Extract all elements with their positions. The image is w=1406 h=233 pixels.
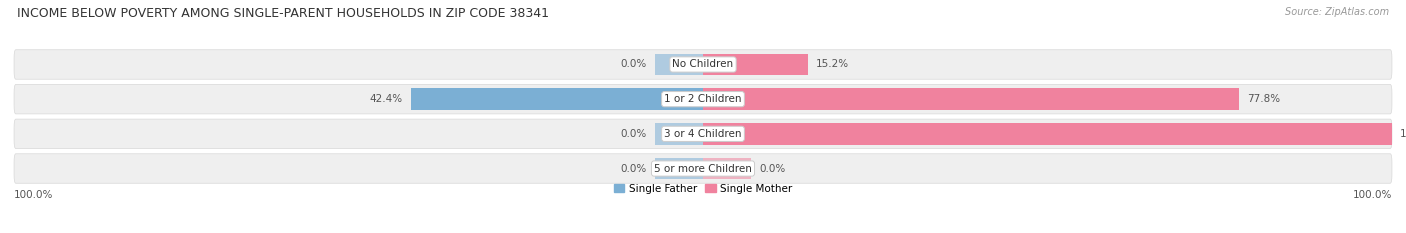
Text: 0.0%: 0.0% xyxy=(620,164,647,174)
Text: 100.0%: 100.0% xyxy=(1400,129,1406,139)
Text: No Children: No Children xyxy=(672,59,734,69)
Text: 0.0%: 0.0% xyxy=(620,129,647,139)
Text: 3 or 4 Children: 3 or 4 Children xyxy=(664,129,742,139)
Bar xyxy=(703,123,1392,145)
Bar xyxy=(655,158,703,179)
Text: 0.0%: 0.0% xyxy=(620,59,647,69)
Text: Source: ZipAtlas.com: Source: ZipAtlas.com xyxy=(1285,7,1389,17)
Text: 100.0%: 100.0% xyxy=(14,190,53,200)
FancyBboxPatch shape xyxy=(14,119,1392,149)
FancyBboxPatch shape xyxy=(14,84,1392,114)
Bar xyxy=(655,123,703,145)
Text: 15.2%: 15.2% xyxy=(815,59,849,69)
FancyBboxPatch shape xyxy=(14,154,1392,183)
Bar xyxy=(703,54,807,75)
Bar xyxy=(703,88,1239,110)
Text: INCOME BELOW POVERTY AMONG SINGLE-PARENT HOUSEHOLDS IN ZIP CODE 38341: INCOME BELOW POVERTY AMONG SINGLE-PARENT… xyxy=(17,7,548,20)
Bar xyxy=(655,54,703,75)
Text: 42.4%: 42.4% xyxy=(370,94,402,104)
Text: 77.8%: 77.8% xyxy=(1247,94,1281,104)
FancyBboxPatch shape xyxy=(14,50,1392,79)
Text: 1 or 2 Children: 1 or 2 Children xyxy=(664,94,742,104)
Text: 5 or more Children: 5 or more Children xyxy=(654,164,752,174)
Bar xyxy=(411,88,703,110)
Text: 0.0%: 0.0% xyxy=(759,164,786,174)
Legend: Single Father, Single Mother: Single Father, Single Mother xyxy=(610,179,796,198)
Text: 100.0%: 100.0% xyxy=(1353,190,1392,200)
Bar xyxy=(703,158,751,179)
